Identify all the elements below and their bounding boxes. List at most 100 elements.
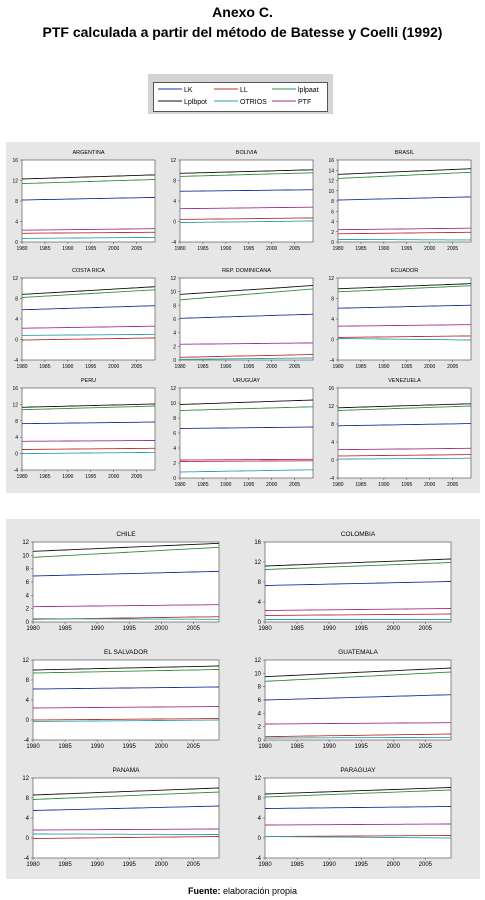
x-tick-label: 1985 bbox=[290, 862, 304, 868]
chart-title: PANAMA bbox=[113, 767, 141, 774]
y-tick-label: -4 bbox=[330, 476, 335, 482]
series-line bbox=[32, 665, 220, 671]
series-line bbox=[264, 608, 452, 611]
y-tick-label: 0 bbox=[331, 240, 334, 246]
y-tick-label: 6 bbox=[173, 431, 176, 437]
y-tick-label: 4 bbox=[331, 440, 334, 446]
x-tick-label: 1985 bbox=[39, 246, 50, 252]
y-tick-label: 12 bbox=[254, 658, 261, 664]
y-tick-label: 4 bbox=[15, 220, 18, 226]
y-tick-label: 12 bbox=[170, 276, 176, 282]
series-line bbox=[337, 238, 471, 241]
series-line bbox=[337, 283, 472, 290]
page-subtitle: PTF calculada a partir del método de Bat… bbox=[42, 24, 443, 40]
x-tick-label: 2000 bbox=[108, 246, 119, 252]
y-tick-label: 16 bbox=[328, 386, 334, 392]
y-tick-label: 12 bbox=[328, 179, 334, 185]
series-line bbox=[337, 285, 472, 293]
series-line bbox=[264, 562, 452, 570]
y-tick-label: -4 bbox=[172, 240, 177, 246]
y-tick-label: 10 bbox=[328, 189, 334, 195]
series-line bbox=[179, 469, 313, 473]
y-tick-label: 2 bbox=[173, 461, 176, 467]
y-tick-label: 8 bbox=[173, 303, 176, 309]
series-line bbox=[21, 421, 156, 425]
y-tick-label: 2 bbox=[173, 344, 176, 350]
page-title: Anexo C. bbox=[212, 4, 273, 20]
x-tick-label: 1995 bbox=[355, 744, 369, 750]
series-line bbox=[32, 546, 220, 558]
x-tick-label: 1995 bbox=[123, 626, 137, 632]
x-tick-label: 1995 bbox=[85, 364, 96, 370]
x-tick-label: 2000 bbox=[155, 626, 169, 632]
series-line bbox=[32, 719, 220, 722]
plot-area bbox=[32, 777, 220, 859]
x-tick-label: 1995 bbox=[85, 246, 96, 252]
y-tick-label: 8 bbox=[173, 416, 176, 422]
y-tick-label: 4 bbox=[258, 816, 262, 822]
chart-panel: BOLIVIA -4 0 4 8 12 1980 1985 1990 1995 2000 2005 bbox=[170, 150, 314, 252]
plot-area bbox=[32, 541, 220, 623]
chart-panel: BRASIL 0 2 4 6 8 10 12 14 16 1980 1985 1990 1995 2000 2… bbox=[328, 150, 472, 252]
series-line bbox=[180, 220, 313, 223]
chart-title: REP. DOMINICANA bbox=[222, 268, 271, 274]
x-tick-label: 1995 bbox=[243, 482, 254, 488]
y-tick-label: 8 bbox=[258, 580, 262, 586]
chart-title: CHILE bbox=[116, 531, 136, 538]
y-tick-label: 0 bbox=[26, 718, 30, 724]
source-label: Fuente: bbox=[187, 886, 221, 896]
series-line bbox=[179, 285, 314, 295]
x-tick-label: 2000 bbox=[424, 482, 435, 488]
y-tick-label: 4 bbox=[258, 600, 262, 606]
x-tick-label: 1995 bbox=[401, 482, 412, 488]
y-tick-label: 12 bbox=[254, 776, 261, 782]
y-tick-label: -4 bbox=[24, 738, 30, 744]
plot-area bbox=[21, 159, 156, 243]
chart-panel: COSTA RICA -4 0 4 8 12 1980 1985 1990 1995 2000 200… bbox=[12, 268, 156, 370]
chart-title: URUGUAY bbox=[233, 378, 260, 384]
series-line bbox=[33, 828, 219, 831]
plot-area bbox=[179, 387, 314, 479]
x-tick-label: 1985 bbox=[58, 626, 72, 632]
series-line bbox=[21, 174, 156, 180]
chart-title: GUATEMALA bbox=[338, 649, 378, 656]
y-tick-label: 10 bbox=[170, 401, 176, 407]
x-tick-label: 2005 bbox=[187, 626, 201, 632]
y-tick-label: 0 bbox=[173, 476, 176, 482]
x-tick-label: 1990 bbox=[220, 246, 231, 252]
legend-label: LK bbox=[184, 87, 193, 94]
y-tick-label: -4 bbox=[14, 358, 19, 364]
y-tick-label: 8 bbox=[26, 567, 30, 573]
y-tick-label: 8 bbox=[331, 422, 334, 428]
series-line bbox=[32, 686, 220, 690]
chart-panel: ARGENTINA 0 4 8 12 16 1980 1985 1990 1995 2000 2005 bbox=[12, 150, 156, 252]
y-tick-label: 4 bbox=[331, 317, 334, 323]
x-tick-label: 1985 bbox=[290, 626, 304, 632]
x-tick-label: 1980 bbox=[332, 246, 343, 252]
x-tick-label: 1980 bbox=[16, 474, 27, 480]
y-tick-label: 4 bbox=[173, 331, 176, 337]
x-tick-label: 1985 bbox=[58, 862, 72, 868]
series-line bbox=[337, 227, 471, 231]
series-line bbox=[179, 206, 313, 210]
series-line bbox=[22, 231, 155, 234]
y-tick-label: 4 bbox=[15, 435, 18, 441]
y-tick-label: 0 bbox=[26, 836, 30, 842]
y-tick-label: 4 bbox=[173, 446, 176, 452]
x-tick-label: 1995 bbox=[401, 246, 412, 252]
chart-title: BRASIL bbox=[395, 150, 415, 156]
x-tick-label: 1995 bbox=[85, 474, 96, 480]
series-line bbox=[337, 405, 472, 411]
x-tick-label: 1995 bbox=[123, 862, 137, 868]
x-tick-label: 2005 bbox=[187, 744, 201, 750]
x-tick-label: 1980 bbox=[174, 246, 185, 252]
series-line bbox=[179, 172, 314, 177]
y-tick-label: 4 bbox=[15, 317, 18, 323]
y-tick-label: 12 bbox=[12, 402, 18, 408]
x-tick-label: 1990 bbox=[90, 862, 104, 868]
y-tick-label: 12 bbox=[170, 386, 176, 392]
series-line bbox=[21, 289, 156, 298]
x-tick-label: 1980 bbox=[174, 364, 185, 370]
x-tick-label: 1990 bbox=[378, 246, 389, 252]
x-tick-label: 1980 bbox=[258, 862, 272, 868]
